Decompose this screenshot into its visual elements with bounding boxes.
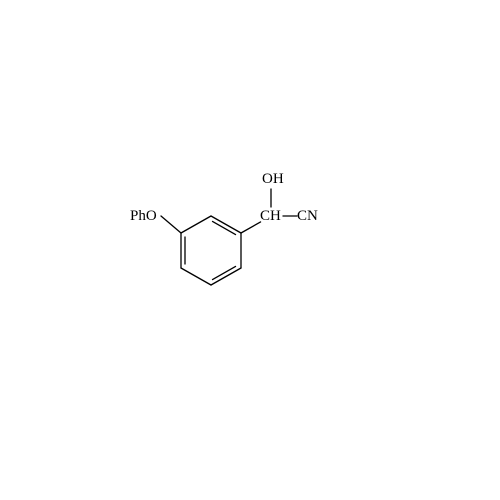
molecule-svg [0, 0, 500, 500]
label-ch: CH [260, 209, 281, 224]
label-pho: PhO [130, 209, 157, 224]
label-cn: CN [297, 209, 318, 224]
chemical-structure-diagram: PhO OH CH CN [0, 0, 500, 500]
label-oh: OH [262, 172, 284, 187]
